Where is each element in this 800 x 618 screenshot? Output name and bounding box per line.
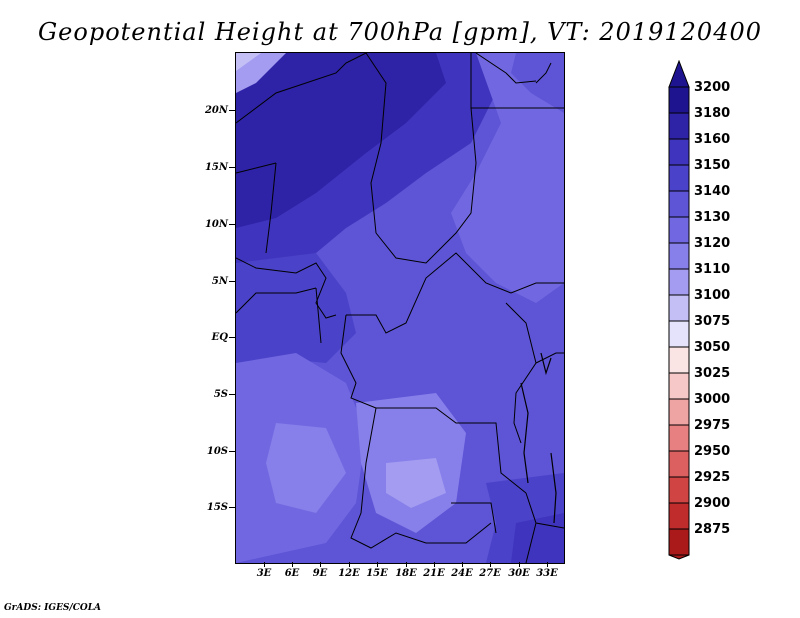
lat-label-5n: 5N [211, 276, 228, 287]
lon-tick [519, 562, 520, 567]
colorbar-label-2925: 2925 [694, 470, 731, 485]
colorbar-label-3180: 3180 [694, 106, 731, 121]
lon-label-27e: 27E [479, 568, 501, 579]
colorbar-bottom-arrow [668, 554, 690, 560]
colorbar-segment [668, 138, 690, 166]
lon-label-12e: 12E [338, 568, 360, 579]
lon-tick [377, 562, 378, 567]
colorbar-segment [668, 476, 690, 504]
lat-label-eq: EQ [211, 332, 228, 343]
lat-label-15s: 15S [206, 502, 228, 513]
colorbar-label-3120: 3120 [694, 236, 731, 251]
colorbar-segment [668, 268, 690, 296]
colorbar-label-3140: 3140 [694, 184, 731, 199]
lat-tick [229, 451, 235, 452]
colorbar-label-2875: 2875 [694, 522, 731, 537]
lon-label-30e: 30E [508, 568, 530, 579]
lon-tick [434, 562, 435, 567]
lat-tick [229, 224, 235, 225]
lon-label-18e: 18E [395, 568, 417, 579]
colorbar-segment [668, 320, 690, 348]
colorbar-segment [668, 294, 690, 322]
lon-tick [292, 562, 293, 567]
colorbar-segment [668, 450, 690, 478]
colorbar-label-2950: 2950 [694, 444, 731, 459]
lon-label-3e: 3E [256, 568, 272, 579]
lat-tick [229, 281, 235, 282]
lat-label-10n: 10N [204, 219, 228, 230]
colorbar-label-2975: 2975 [694, 418, 731, 433]
colorbar-segment [668, 190, 690, 218]
lat-tick [229, 167, 235, 168]
lat-tick [229, 110, 235, 111]
lon-tick [406, 562, 407, 567]
colorbar-label-3000: 3000 [694, 392, 731, 407]
colorbar-top-arrow [668, 60, 690, 88]
colorbar-label-3110: 3110 [694, 262, 731, 277]
colorbar-segment [668, 216, 690, 244]
lat-tick [229, 394, 235, 395]
lon-tick [547, 562, 548, 567]
lon-label-6e: 6E [284, 568, 300, 579]
lon-tick [462, 562, 463, 567]
colorbar-label-3130: 3130 [694, 210, 731, 225]
lon-label-21e: 21E [423, 568, 445, 579]
lon-tick [349, 562, 350, 567]
colorbar-segment [668, 242, 690, 270]
lon-label-9e: 9E [312, 568, 328, 579]
colorbar-label-3075: 3075 [694, 314, 731, 329]
lat-tick [229, 337, 235, 338]
lat-tick [229, 507, 235, 508]
lat-label-20n: 20N [204, 105, 228, 116]
colorbar [668, 60, 690, 560]
colorbar-segment [668, 502, 690, 530]
country-borders [236, 53, 564, 563]
colorbar-segment [668, 528, 690, 556]
lon-label-33e: 33E [536, 568, 558, 579]
colorbar-segment [668, 164, 690, 192]
lon-label-15e: 15E [366, 568, 388, 579]
lat-label-10s: 10S [206, 446, 228, 457]
colorbar-label-3200: 3200 [694, 80, 731, 95]
height-field [236, 53, 564, 563]
colorbar-label-3100: 3100 [694, 288, 731, 303]
colorbar-segment [668, 346, 690, 374]
lat-label-5s: 5S [213, 389, 228, 400]
lon-tick [264, 562, 265, 567]
colorbar-label-2900: 2900 [694, 496, 731, 511]
colorbar-label-3025: 3025 [694, 366, 731, 381]
colorbar-label-3160: 3160 [694, 132, 731, 147]
colorbar-segment [668, 424, 690, 452]
colorbar-segment [668, 372, 690, 400]
colorbar-label-3050: 3050 [694, 340, 731, 355]
colorbar-segment [668, 398, 690, 426]
lon-tick [320, 562, 321, 567]
credit-text: GrADS: IGES/COLA [4, 603, 102, 613]
colorbar-label-3150: 3150 [694, 158, 731, 173]
map-area [236, 53, 564, 563]
lon-tick [490, 562, 491, 567]
lon-label-24e: 24E [451, 568, 473, 579]
colorbar-segment [668, 86, 690, 114]
lat-label-15n: 15N [204, 162, 228, 173]
map-title: Geopotential Height at 700hPa [gpm], VT:… [38, 18, 762, 46]
colorbar-segment [668, 112, 690, 140]
